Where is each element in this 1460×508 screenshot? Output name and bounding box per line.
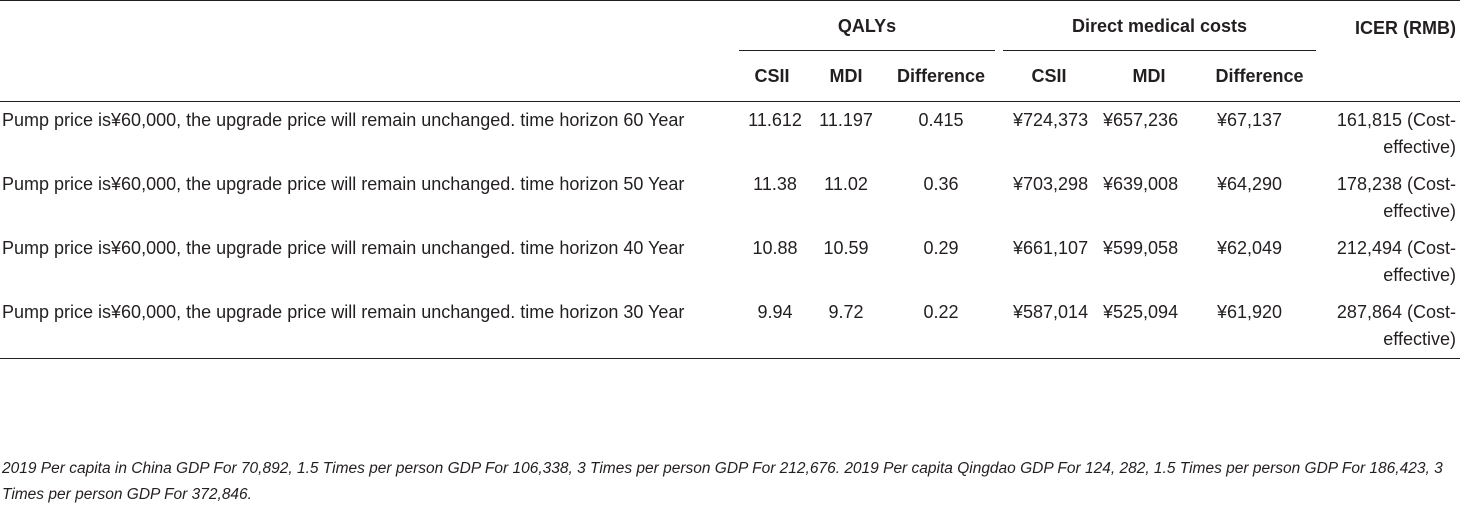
costs-difference-cell: ¥64,290	[1217, 174, 1283, 194]
scenario-cell: Pump price is¥60,000, the upgrade price …	[2, 174, 685, 194]
qalys-csii-cell: 11.612	[748, 110, 802, 130]
qalys-difference-header: Difference	[896, 65, 986, 86]
qalys-difference-cell: 0.36	[923, 174, 959, 194]
icer-cell: 178,238 (Cost-effective)	[1336, 174, 1456, 221]
qalys-csii-cell: 10.88	[752, 238, 798, 258]
table-row: Pump price is¥60,000, the upgrade price …	[0, 294, 1460, 359]
qalys-difference-cell: 0.415	[918, 110, 964, 130]
qalys-mdi-cell: 11.197	[819, 110, 873, 130]
costs-difference-cell: ¥61,920	[1217, 302, 1283, 322]
qalys-difference-cell: 0.29	[923, 238, 959, 258]
qalys-csii-cell: 11.38	[753, 174, 797, 194]
scenario-header	[0, 1, 735, 102]
qalys-csii-cell: 9.94	[757, 302, 793, 322]
scenario-cell: Pump price is¥60,000, the upgrade price …	[2, 110, 685, 130]
costs-csii-cell: ¥703,298	[1013, 174, 1089, 194]
qalys-mdi-cell: 10.59	[823, 238, 869, 258]
costs-mdi-cell: ¥657,236	[1103, 110, 1179, 130]
costs-mdi-cell: ¥639,008	[1103, 174, 1179, 194]
costs-difference-header: Difference	[1215, 65, 1304, 86]
qalys-csii-header: CSII	[754, 65, 790, 86]
table-row: Pump price is¥60,000, the upgrade price …	[0, 102, 1460, 167]
costs-csii-cell: ¥587,014	[1013, 302, 1089, 322]
results-table: QALYs Direct medical costs ICER (RMB) CS…	[0, 0, 1460, 359]
table-row: Pump price is¥60,000, the upgrade price …	[0, 230, 1460, 294]
costs-mdi-cell: ¥525,094	[1103, 302, 1179, 322]
qalys-mdi-cell: 9.72	[828, 302, 864, 322]
icer-cell: 161,815 (Cost-effective)	[1336, 110, 1456, 157]
costs-csii-header: CSII	[1031, 65, 1067, 86]
scenario-cell: Pump price is¥60,000, the upgrade price …	[2, 238, 685, 258]
direct-costs-group-header: Direct medical costs	[999, 1, 1320, 51]
costs-difference-cell: ¥67,137	[1217, 110, 1283, 130]
qalys-difference-cell: 0.22	[923, 302, 959, 322]
icer-header: ICER (RMB)	[1355, 18, 1456, 38]
table-row: Pump price is¥60,000, the upgrade price …	[0, 166, 1460, 230]
qalys-header-label: QALYs	[837, 15, 897, 36]
header-row-groups: QALYs Direct medical costs ICER (RMB)	[0, 0, 1460, 51]
table-footnote: 2019 Per capita in China GDP For 70,892,…	[2, 460, 1443, 503]
icer-cell: 287,864 (Cost-effective)	[1336, 302, 1456, 349]
direct-costs-header-label: Direct medical costs	[1071, 15, 1248, 36]
results-table-container: QALYs Direct medical costs ICER (RMB) CS…	[0, 0, 1460, 359]
qalys-group-header: QALYs	[735, 1, 999, 51]
costs-mdi-cell: ¥599,058	[1103, 238, 1179, 258]
costs-difference-cell: ¥62,049	[1217, 238, 1283, 258]
icer-cell: 212,494 (Cost-effective)	[1336, 238, 1456, 285]
costs-csii-cell: ¥724,373	[1013, 110, 1089, 130]
costs-csii-cell: ¥661,107	[1013, 238, 1089, 258]
scenario-cell: Pump price is¥60,000, the upgrade price …	[2, 302, 685, 322]
qalys-mdi-cell: 11.02	[824, 174, 868, 194]
qalys-mdi-header: MDI	[829, 65, 863, 86]
costs-mdi-header: MDI	[1132, 65, 1166, 86]
